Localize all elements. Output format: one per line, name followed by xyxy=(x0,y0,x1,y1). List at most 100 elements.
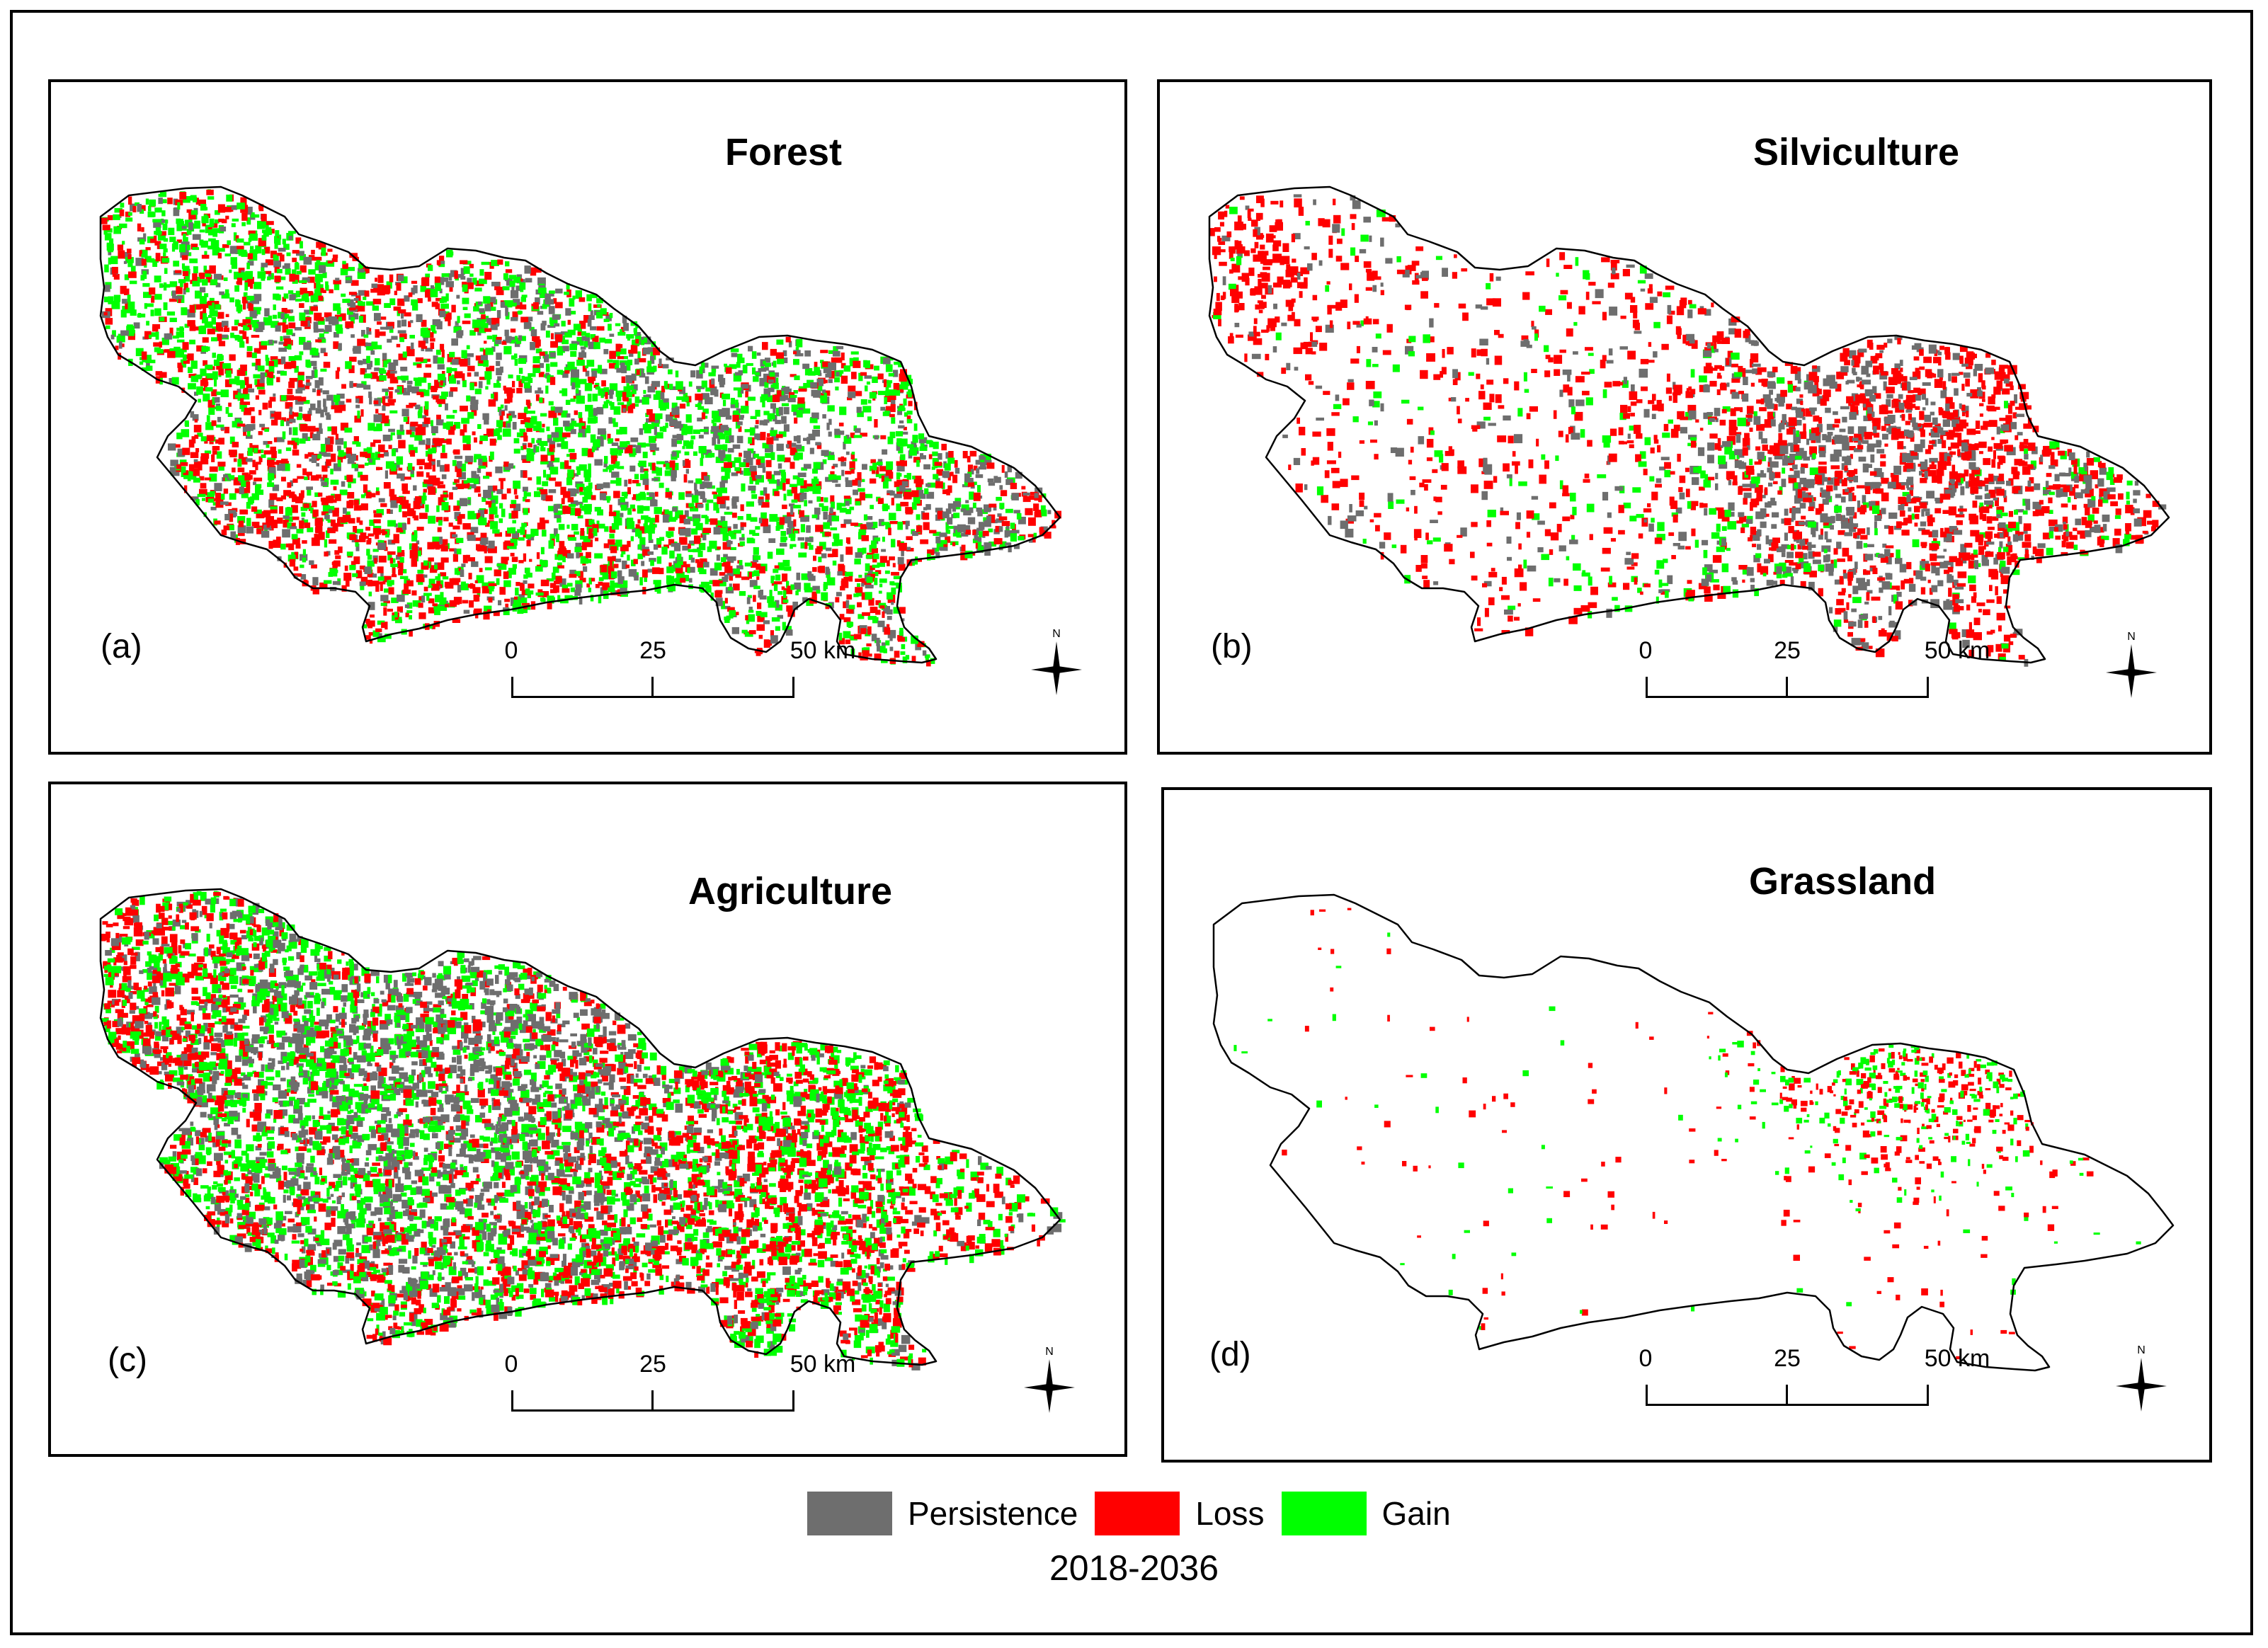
gain-pixel xyxy=(644,577,647,583)
loss-pixel xyxy=(487,609,491,614)
persistence-pixel xyxy=(220,227,227,231)
gain-pixel xyxy=(609,465,612,473)
persistence-pixel xyxy=(161,219,167,223)
loss-pixel xyxy=(866,643,872,647)
loss-pixel xyxy=(1001,464,1005,473)
persistence-pixel xyxy=(530,329,537,336)
gain-pixel xyxy=(627,398,632,405)
gain-pixel xyxy=(441,391,448,397)
loss-pixel xyxy=(335,433,338,440)
loss-pixel xyxy=(268,361,274,367)
persistence-pixel xyxy=(632,527,638,532)
gain-pixel xyxy=(620,496,625,503)
gain-pixel xyxy=(799,488,804,496)
loss-pixel xyxy=(127,248,132,254)
gain-pixel xyxy=(145,355,152,363)
gain-pixel xyxy=(649,521,654,525)
gain-pixel xyxy=(321,247,326,256)
gain-pixel xyxy=(557,370,564,375)
persistence-pixel xyxy=(775,420,781,425)
gain-pixel xyxy=(128,212,132,216)
persistence-pixel xyxy=(474,372,479,377)
gain-pixel xyxy=(171,377,179,385)
loss-pixel xyxy=(246,384,252,389)
loss-pixel xyxy=(289,411,295,420)
loss-pixel xyxy=(473,595,480,602)
loss-pixel xyxy=(487,547,496,554)
persistence-pixel xyxy=(170,459,178,467)
loss-pixel xyxy=(506,391,512,396)
gain-pixel xyxy=(903,383,908,390)
persistence-pixel xyxy=(283,515,290,519)
loss-pixel xyxy=(360,409,364,417)
loss-pixel xyxy=(585,539,593,547)
gain-pixel xyxy=(882,411,890,416)
gain-pixel xyxy=(857,488,865,492)
gain-pixel xyxy=(925,657,929,660)
persistence-pixel xyxy=(309,408,312,413)
persistence-pixel xyxy=(171,290,176,299)
gain-pixel xyxy=(560,598,569,604)
gain-pixel xyxy=(423,492,426,497)
gain-pixel xyxy=(259,449,264,454)
gain-pixel xyxy=(622,360,628,365)
gain-pixel xyxy=(179,459,187,464)
persistence-pixel xyxy=(220,427,225,430)
persistence-pixel xyxy=(505,307,508,316)
gain-pixel xyxy=(599,337,605,343)
gain-pixel xyxy=(503,607,510,615)
persistence-pixel xyxy=(867,525,876,530)
gain-pixel xyxy=(255,485,261,493)
loss-pixel xyxy=(917,558,922,562)
loss-pixel xyxy=(462,444,471,451)
loss-pixel xyxy=(331,405,338,410)
gain-pixel xyxy=(357,300,363,307)
loss-pixel xyxy=(462,554,468,563)
loss-pixel xyxy=(922,513,930,520)
gain-pixel xyxy=(496,379,500,386)
gain-pixel xyxy=(984,453,988,457)
persistence-pixel xyxy=(570,500,579,506)
persistence-pixel xyxy=(566,413,571,418)
persistence-pixel xyxy=(458,472,466,480)
loss-pixel xyxy=(569,452,577,459)
persistence-pixel xyxy=(828,418,832,425)
loss-pixel xyxy=(255,464,258,471)
gain-pixel xyxy=(855,501,861,506)
gain-pixel xyxy=(857,548,864,555)
gain-pixel xyxy=(877,562,885,567)
loss-pixel xyxy=(216,322,222,331)
loss-pixel xyxy=(447,354,454,362)
gain-pixel xyxy=(596,520,600,527)
gain-pixel xyxy=(602,573,608,580)
loss-pixel xyxy=(523,417,530,424)
gain-pixel xyxy=(558,554,563,561)
gain-pixel xyxy=(224,289,229,297)
persistence-pixel xyxy=(349,381,353,389)
gain-pixel xyxy=(893,607,899,614)
gain-pixel xyxy=(337,459,341,467)
gain-pixel xyxy=(363,448,371,452)
persistence-pixel xyxy=(622,316,627,324)
loss-pixel xyxy=(868,565,875,571)
loss-pixel xyxy=(240,365,247,372)
loss-pixel xyxy=(481,585,489,594)
loss-pixel xyxy=(300,287,307,295)
persistence-pixel xyxy=(1005,542,1012,546)
gain-pixel xyxy=(314,289,322,294)
gain-pixel xyxy=(409,447,418,453)
gain-pixel xyxy=(620,554,624,558)
gain-pixel xyxy=(424,401,429,410)
gain-pixel xyxy=(287,522,292,529)
gain-pixel xyxy=(700,457,704,467)
persistence-pixel xyxy=(993,476,998,483)
loss-pixel xyxy=(125,211,131,217)
persistence-pixel xyxy=(790,506,794,515)
loss-pixel xyxy=(857,472,862,479)
gain-pixel xyxy=(238,249,247,256)
loss-pixel xyxy=(694,535,701,544)
persistence-pixel xyxy=(976,507,983,512)
persistence-pixel xyxy=(673,420,682,429)
gain-pixel xyxy=(576,360,585,366)
loss-pixel xyxy=(255,358,261,367)
